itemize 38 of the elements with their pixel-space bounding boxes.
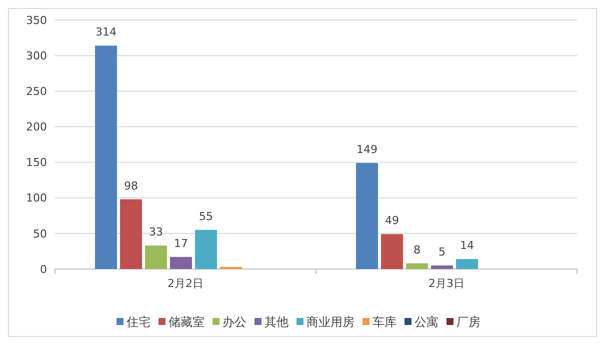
x-tick-label: 2月2日 bbox=[168, 277, 204, 290]
bar bbox=[195, 230, 217, 269]
bar bbox=[431, 265, 453, 269]
legend-label: 办公 bbox=[222, 315, 246, 329]
y-tick-label: 50 bbox=[33, 227, 47, 240]
x-tick-label: 2月3日 bbox=[428, 277, 464, 290]
bar bbox=[170, 256, 192, 269]
bar bbox=[456, 259, 478, 269]
legend-label: 车库 bbox=[372, 315, 396, 329]
data-label: 33 bbox=[149, 226, 163, 239]
y-tick-label: 200 bbox=[26, 120, 47, 134]
bar bbox=[406, 263, 428, 269]
data-label: 17 bbox=[174, 236, 188, 250]
bar bbox=[381, 234, 403, 269]
data-label: 55 bbox=[199, 210, 213, 223]
y-tick-label: 100 bbox=[26, 192, 47, 205]
y-tick-label: 0 bbox=[40, 262, 47, 276]
y-tick-label: 300 bbox=[26, 49, 47, 62]
bar bbox=[356, 162, 378, 269]
data-label: 149 bbox=[356, 142, 378, 156]
legend-label: 住宅 bbox=[126, 315, 150, 329]
legend-label: 厂房 bbox=[456, 315, 480, 329]
y-tick-label: 250 bbox=[26, 84, 47, 98]
data-label: 98 bbox=[124, 179, 138, 192]
bar bbox=[120, 199, 142, 269]
data-label: 49 bbox=[385, 214, 399, 228]
data-label: 5 bbox=[438, 245, 446, 258]
data-label: 8 bbox=[414, 243, 420, 256]
data-label: 314 bbox=[96, 26, 116, 39]
bar bbox=[95, 46, 117, 269]
y-tick-label: 350 bbox=[26, 14, 47, 27]
legend-label: 商业用房 bbox=[306, 315, 354, 329]
legend-label: 储藏室 bbox=[168, 315, 204, 329]
legend-label: 其他 bbox=[264, 315, 288, 329]
data-label: 14 bbox=[460, 239, 474, 252]
legend-label: 公寓 bbox=[414, 315, 438, 329]
bar bbox=[145, 246, 167, 269]
y-tick-label: 150 bbox=[26, 156, 47, 170]
